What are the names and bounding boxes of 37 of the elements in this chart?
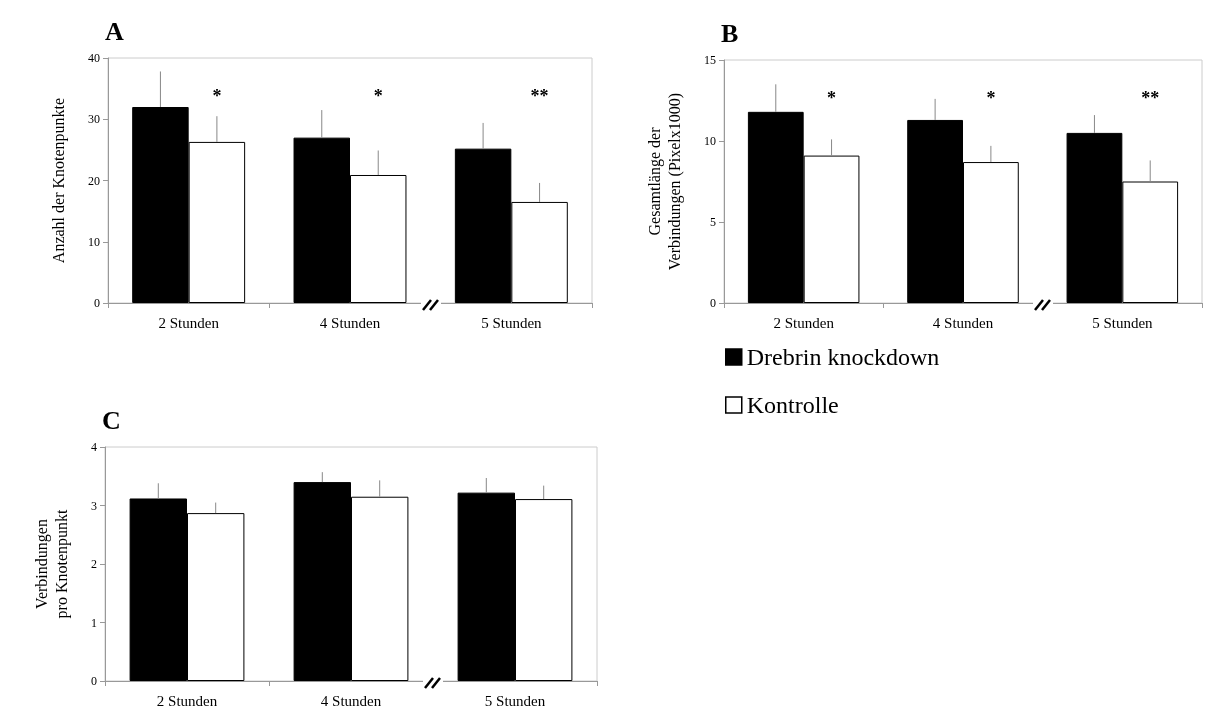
x-tick-label: 5 Stunden [484,692,546,709]
x-tick-label: 5 Stunden [481,314,543,331]
annotation: * [373,85,383,106]
y-tick-label: 0 [91,674,97,688]
chart-title: C [102,405,121,435]
y-tick-label: 4 [91,440,97,454]
y-axis-title: Verbindungen pro Knotenpunkt [32,509,71,619]
y-tick-label: 3 [91,498,97,513]
y-axis-title: Anzahl der Knotenpunkte [49,97,68,264]
y-tick-label: 20 [88,173,100,188]
y-axis-title: Gesamtlänge der Verbindungen (Pixelx1000) [645,92,684,271]
y-tick-label: 40 [88,51,100,65]
y-tick-label: 15 [704,53,716,67]
y-tick-label: 30 [88,112,100,127]
annotation: * [986,87,996,108]
x-tick-label: 2 Stunden [156,692,218,709]
x-tick-label: 4 Stunden [319,314,381,331]
x-tick-label: 2 Stunden [773,314,835,331]
y-tick-label: 5 [710,215,716,229]
x-tick-label: 2 Stunden [158,314,220,331]
legend-label: Kontrolle [746,392,839,418]
x-tick-label: 4 Stunden [320,692,382,709]
y-tick-label: 10 [704,134,716,148]
y-tick-label: 1 [91,615,97,630]
x-tick-label: 5 Stunden [1092,314,1154,331]
annotation: ** [530,85,549,106]
chart-title: B [721,18,739,48]
y-tick-label: 10 [88,234,100,249]
annotation: ** [1141,87,1160,108]
y-tick-label: 0 [710,296,716,310]
annotation: * [827,87,837,108]
legend-label: Drebrin knockdown [746,344,940,370]
chart-title: A [105,16,124,46]
y-tick-label: 2 [91,557,97,571]
y-tick-label: 0 [94,296,100,310]
x-tick-label: 4 Stunden [932,314,994,331]
annotation: * [212,85,222,106]
